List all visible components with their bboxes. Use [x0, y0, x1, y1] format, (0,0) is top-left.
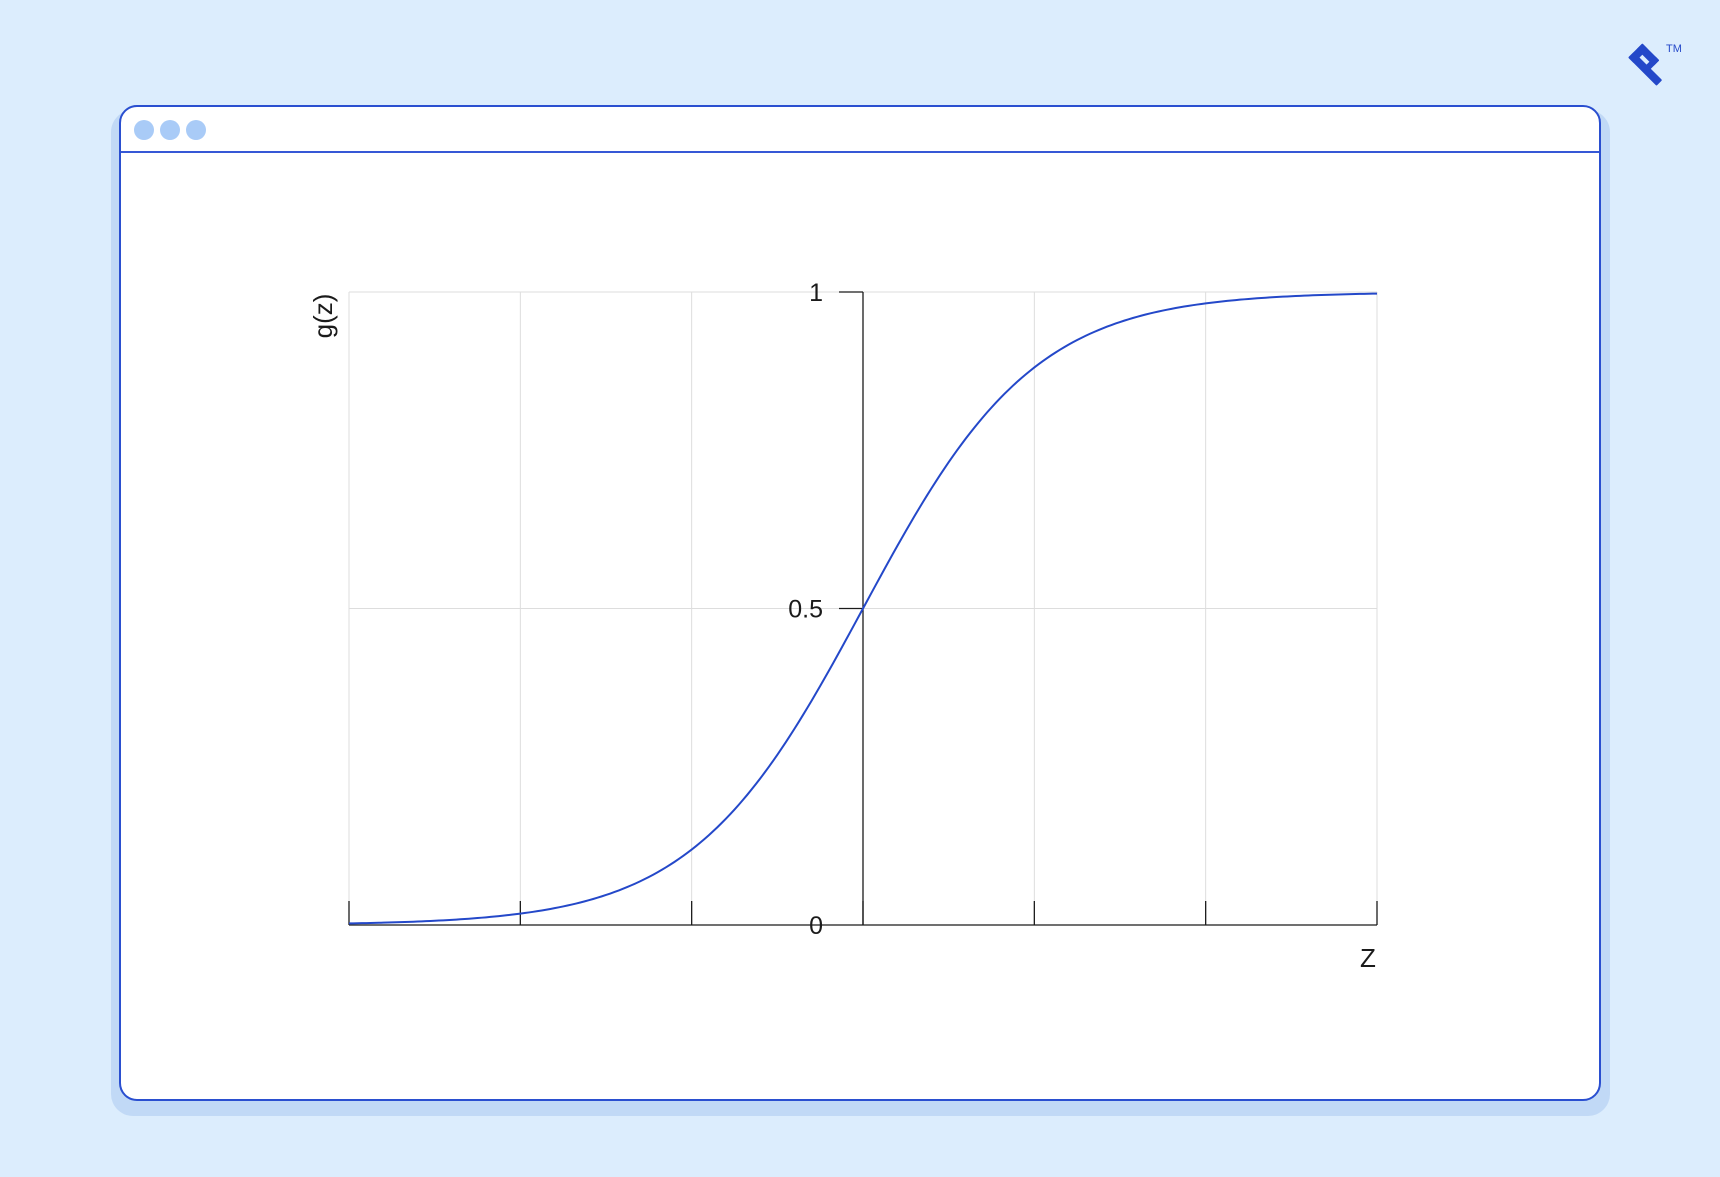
y-tick-label: 0.5 [788, 596, 823, 624]
labels: 0 0.5 1 g(z) Z [308, 279, 1376, 973]
y-tick-label: 1 [809, 279, 823, 307]
y-axis-label: g(z) [308, 294, 338, 339]
window-titlebar [121, 107, 1599, 153]
toptal-logo-icon: TM [1628, 43, 1682, 86]
y-tick-label: 0 [809, 912, 823, 940]
sigmoid-curve [348, 292, 1378, 925]
window-dot-1 [134, 120, 154, 140]
browser-window [119, 105, 1601, 1101]
trademark-label: TM [1666, 43, 1682, 55]
window-dot-2 [160, 120, 180, 140]
x-axis-label: Z [1360, 943, 1376, 973]
series-layer [348, 292, 1378, 925]
window-dot-3 [186, 120, 206, 140]
